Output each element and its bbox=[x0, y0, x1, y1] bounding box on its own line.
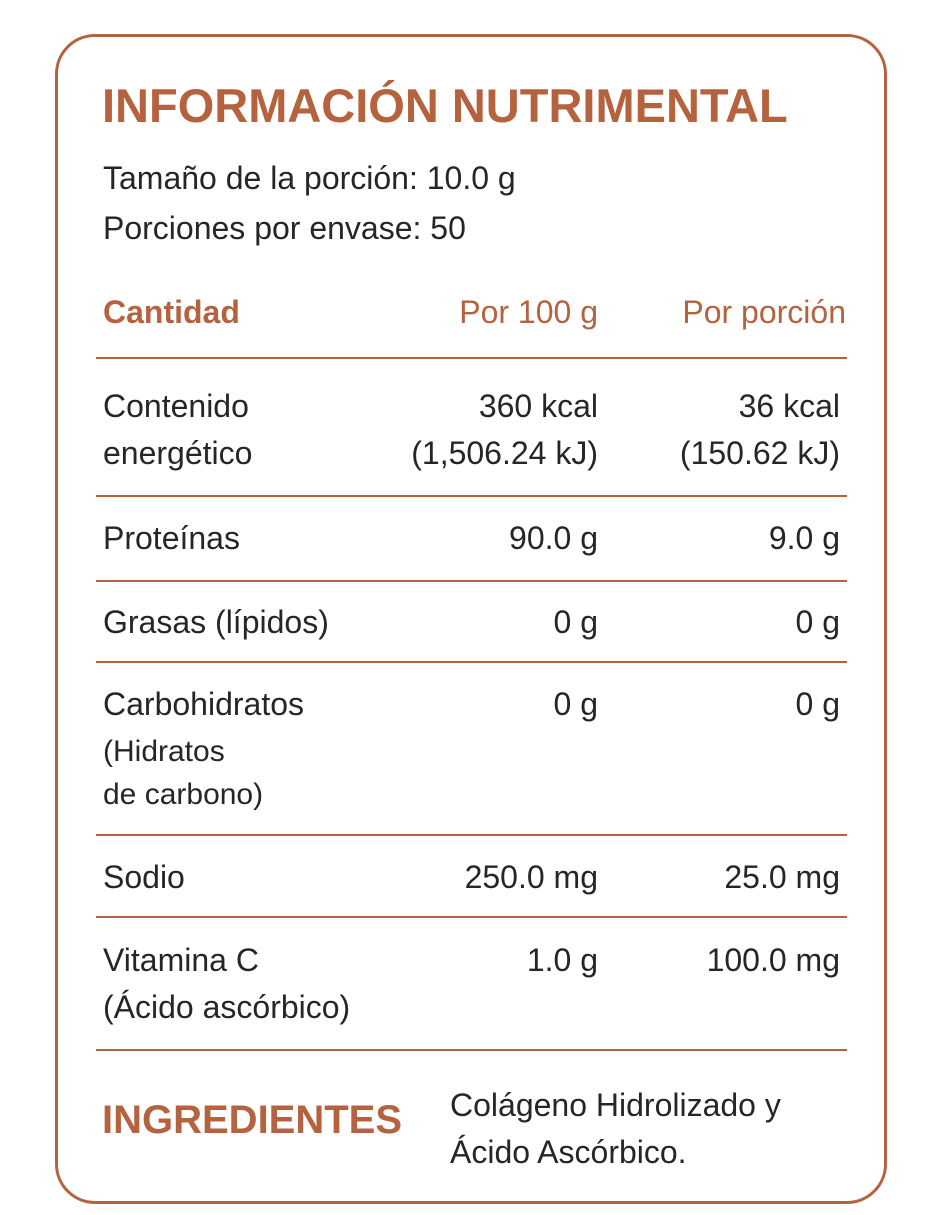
row-energy-label: Contenido energético bbox=[103, 383, 252, 477]
ingredients-title: INGREDIENTES bbox=[102, 1098, 403, 1142]
row-proteins-label: Proteínas bbox=[103, 520, 240, 556]
table-divider bbox=[96, 916, 847, 918]
row-sodium-label: Sodio bbox=[103, 859, 185, 895]
row-sodium-per100: 250.0 mg bbox=[464, 859, 598, 895]
ingredients-text-line: Ácido Ascórbico. bbox=[450, 1134, 687, 1170]
table-divider bbox=[96, 661, 847, 663]
column-header-per-100g: Por 100 g bbox=[459, 294, 598, 330]
table-divider bbox=[96, 580, 847, 582]
row-energy-label-line: energético bbox=[103, 435, 253, 471]
table-divider bbox=[96, 495, 847, 497]
servings-per-container: Porciones por envase: 50 bbox=[103, 210, 466, 246]
row-sodium-perserving: 25.0 mg bbox=[724, 859, 840, 895]
table-divider bbox=[96, 834, 847, 836]
row-energy-per100: 360 kcal (1,506.24 kJ) bbox=[411, 383, 598, 477]
row-carbs-perserving: 0 g bbox=[795, 686, 840, 722]
row-energy-perserving-line: 36 kcal bbox=[738, 388, 840, 424]
column-header-per-serving: Por porción bbox=[682, 294, 846, 330]
label-title: INFORMACIÓN NUTRIMENTAL bbox=[102, 79, 788, 132]
ingredients-text-line: Colágeno Hidrolizado y bbox=[450, 1087, 781, 1123]
row-carbs-per100: 0 g bbox=[553, 686, 598, 722]
row-energy-label-line: Contenido bbox=[103, 388, 249, 424]
row-vitamin-c-label-line: (Ácido ascórbico) bbox=[103, 989, 351, 1025]
row-carbs-label-line: Carbohidratos bbox=[103, 686, 304, 722]
table-divider bbox=[96, 357, 847, 359]
row-energy-perserving-line: (150.62 kJ) bbox=[679, 435, 840, 471]
row-fats-label: Grasas (lípidos) bbox=[103, 604, 329, 640]
row-proteins-perserving: 9.0 g bbox=[768, 520, 840, 556]
column-header-quantity: Cantidad bbox=[103, 294, 240, 330]
row-carbs-label-line: de carbono) bbox=[103, 778, 264, 811]
row-fats-per100: 0 g bbox=[553, 604, 598, 640]
row-energy-perserving: 36 kcal (150.62 kJ) bbox=[680, 383, 840, 477]
row-carbs-label: Carbohidratos (Hidratos de carbono) bbox=[103, 681, 304, 818]
row-energy-per100-line: (1,506.24 kJ) bbox=[411, 435, 598, 471]
row-vitamin-c-per100: 1.0 g bbox=[526, 942, 598, 978]
ingredients-text: Colágeno Hidrolizado y Ácido Ascórbico. bbox=[450, 1082, 781, 1176]
row-fats-perserving: 0 g bbox=[795, 604, 840, 640]
row-vitamin-c-label-line: Vitamina C bbox=[103, 942, 259, 978]
row-proteins-per100: 90.0 g bbox=[509, 520, 598, 556]
row-energy-per100-line: 360 kcal bbox=[478, 388, 598, 424]
serving-size: Tamaño de la porción: 10.0 g bbox=[103, 160, 516, 196]
table-divider bbox=[96, 1049, 847, 1051]
row-vitamin-c-perserving: 100.0 mg bbox=[706, 942, 840, 978]
row-carbs-label-line: (Hidratos bbox=[103, 735, 225, 768]
row-vitamin-c-label: Vitamina C (Ácido ascórbico) bbox=[103, 937, 350, 1031]
nutrition-label-panel bbox=[55, 34, 887, 1204]
